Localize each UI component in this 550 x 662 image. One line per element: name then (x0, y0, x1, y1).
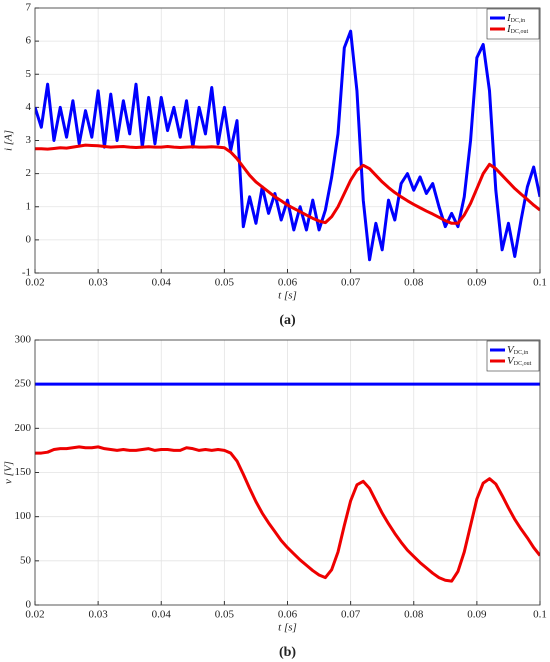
y-tick-label: 300 (15, 334, 32, 346)
y-tick-label: 6 (26, 35, 32, 47)
y-tick-label: 5 (26, 68, 32, 80)
axes-frame (34, 7, 541, 274)
y-tick-label: 7 (26, 2, 32, 14)
y-tick-label: 1 (26, 200, 32, 212)
y-tick-label: 0 (26, 233, 32, 245)
x-tick-label: 0.03 (89, 609, 109, 621)
x-tick-label: 0.04 (152, 609, 172, 621)
x-tick-label: 0.09 (467, 277, 487, 289)
legend-box (486, 8, 540, 40)
legend-box (486, 340, 540, 372)
x-tick-label: 0.02 (25, 277, 44, 289)
y-axis-label: i [A] (3, 130, 15, 151)
legend-subscript: DC,in (511, 18, 526, 24)
x-tick-label: 0.1 (533, 609, 547, 621)
x-tick-label: 0.08 (404, 277, 424, 289)
caption: (b) (279, 645, 296, 660)
legend-subscript: DC,out (514, 361, 532, 367)
y-tick-label: 2 (26, 167, 32, 179)
legend-subscript: DC,out (511, 29, 529, 35)
y-tick-label: 50 (20, 554, 32, 566)
x-tick-label: 0.07 (341, 277, 361, 289)
x-tick-label: 0.04 (152, 277, 172, 289)
x-tick-label: 0.05 (215, 609, 235, 621)
legend-name: I (506, 12, 512, 24)
axes-frame (34, 339, 541, 606)
x-axis-label: t [s] (278, 622, 297, 634)
data-line (35, 143, 540, 225)
legend-label: VDC,in (507, 344, 528, 357)
x-tick-label: 0.06 (278, 277, 298, 289)
y-tick-label: 3 (26, 134, 32, 146)
data-line (35, 445, 540, 583)
legend-name: I (506, 23, 512, 35)
x-tick-label: 0.1 (533, 277, 547, 289)
x-tick-label: 0.03 (89, 277, 109, 289)
caption: (a) (279, 313, 296, 328)
legend-subscript: DC,in (514, 350, 529, 356)
legend-label: VDC,out (507, 355, 532, 368)
y-tick-label: 200 (15, 422, 32, 434)
y-axis-label: v [V] (3, 461, 15, 484)
y-tick-label: -1 (22, 267, 31, 279)
y-tick-label: 0 (26, 599, 32, 611)
x-tick-label: 0.07 (341, 609, 361, 621)
y-tick-label: 150 (15, 466, 32, 478)
y-tick-label: 100 (15, 510, 32, 522)
legend-label: IDC,in (506, 12, 525, 25)
y-tick-label: 250 (15, 378, 32, 390)
x-tick-label: 0.02 (25, 609, 44, 621)
x-tick-label: 0.06 (278, 609, 298, 621)
legend-name: V (507, 344, 515, 356)
x-axis-label: t [s] (278, 290, 297, 302)
y-tick-label: 4 (26, 101, 32, 113)
x-tick-label: 0.05 (215, 277, 235, 289)
x-tick-label: 0.08 (404, 609, 424, 621)
legend-name: V (507, 355, 515, 367)
legend-label: IDC,out (506, 23, 529, 36)
x-tick-label: 0.09 (467, 609, 487, 621)
